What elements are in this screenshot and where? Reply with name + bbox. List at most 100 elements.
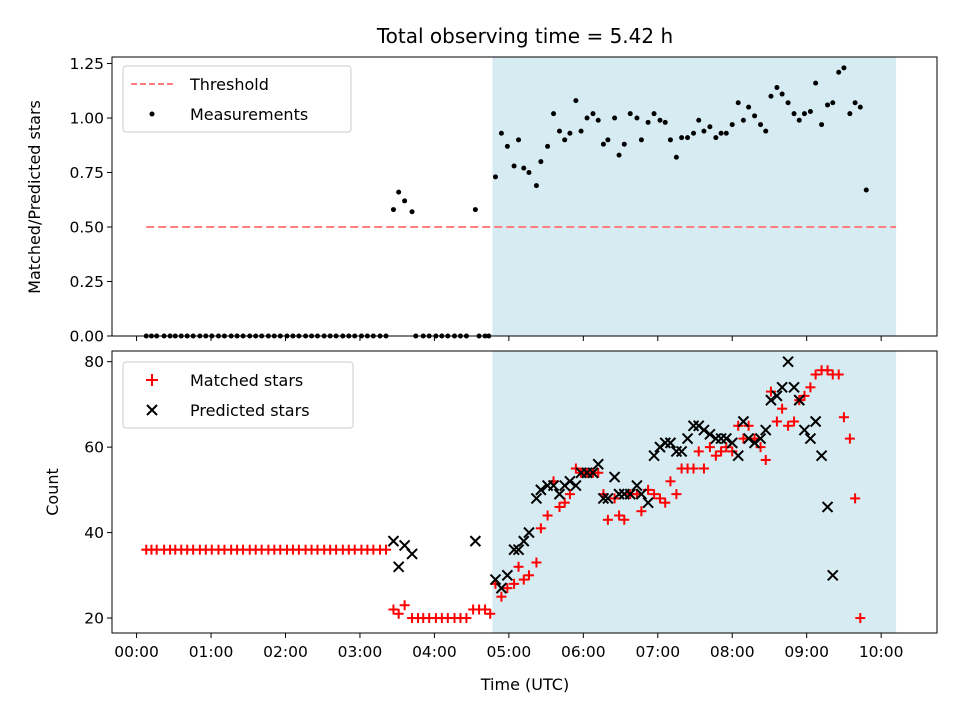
measurement-point — [768, 93, 774, 99]
measurement-point — [836, 69, 842, 75]
predicted-star-point — [726, 437, 738, 449]
predicted-star-point — [564, 475, 576, 488]
matched-star-point — [649, 489, 660, 500]
measurement-point — [696, 117, 702, 123]
matched-star-point — [660, 497, 671, 508]
measurement-point — [718, 130, 724, 136]
x-tick-label: 06:00 — [561, 643, 606, 661]
predicted-star-point — [508, 543, 520, 556]
count-y-tick-label: 80 — [84, 353, 104, 371]
predicted-star-point — [635, 488, 648, 500]
matched-star-point — [755, 442, 766, 453]
matched-star-point — [554, 501, 565, 512]
count-panel-highlight — [492, 351, 897, 633]
measurement-point — [595, 117, 601, 123]
measurement-point — [402, 198, 408, 204]
matched-star-point — [693, 446, 704, 457]
ratio-y-tick-label: 0.25 — [69, 273, 104, 291]
measurement-point — [662, 119, 668, 125]
count-y-tick-label: 40 — [84, 524, 104, 542]
predicted-star-point — [602, 492, 614, 505]
ratio-y-tick-label: 1.25 — [69, 55, 104, 73]
matched-star-point — [721, 442, 732, 453]
predicted-star-point — [642, 496, 654, 509]
x-axis-label: Time (UTC) — [480, 675, 569, 694]
matched-star-point — [480, 604, 491, 615]
predicted-star-point — [821, 501, 834, 513]
x-tick-label: 08:00 — [710, 643, 755, 661]
predicted-star-point — [748, 437, 761, 449]
predicted-star-point — [501, 569, 514, 582]
matched-star-point — [614, 510, 625, 521]
measurement-point — [667, 137, 673, 143]
matched-star-point — [710, 450, 721, 461]
matched-star-point — [564, 489, 575, 500]
measurement-point — [621, 141, 627, 147]
chart-title: Total observing time = 5.42 h — [376, 24, 673, 48]
measurement-point — [774, 85, 780, 91]
count-y-axis-label: Count — [43, 468, 62, 516]
measurement-point — [729, 122, 735, 128]
predicted-star-point — [553, 488, 566, 500]
matched-star-point — [559, 497, 570, 508]
measurement-point — [841, 65, 847, 71]
predicted-star-point — [798, 424, 811, 436]
measurement-point — [409, 209, 415, 215]
measurement-point — [605, 137, 611, 143]
ratio-legend: Threshold Measurements — [122, 65, 352, 133]
predicted-star-point — [765, 394, 777, 406]
measurement-point — [701, 128, 707, 134]
matched-star-point — [688, 463, 699, 474]
matched-star-point — [509, 578, 520, 589]
predicted-star-point — [715, 432, 727, 445]
matched-star-point — [399, 600, 410, 611]
matched-star-point — [388, 604, 399, 615]
count-y-tick-label: 60 — [84, 439, 104, 457]
matched-star-point — [765, 386, 776, 397]
matched-star-point — [833, 369, 844, 380]
measurement-point — [616, 152, 622, 158]
measurement-point — [533, 183, 539, 189]
matched-star-point — [485, 608, 496, 619]
measurement-point — [573, 98, 579, 104]
measurement-point — [679, 135, 685, 141]
measurement-point — [685, 135, 691, 141]
measurement-point — [796, 117, 802, 123]
measurement-point — [740, 117, 746, 123]
predicted-star-point — [570, 479, 582, 492]
matched-star-point — [727, 446, 738, 457]
ratio-panel: 0.00 0.25 0.50 0.75 1.00 1.25 Matched/Predict… — [25, 55, 938, 346]
matched-star-point — [760, 454, 771, 465]
measurement-point — [857, 104, 863, 110]
measurement-point — [763, 128, 769, 134]
matched-star-point — [461, 613, 472, 624]
measurement-point — [801, 111, 807, 117]
predicted-star-point — [754, 432, 767, 445]
predicted-star-point — [782, 355, 794, 368]
measurement-point — [807, 108, 813, 114]
ratio-legend-box — [122, 65, 352, 133]
measurement-point — [521, 165, 527, 171]
measurement-point — [390, 207, 396, 213]
measurement-point — [638, 137, 644, 143]
measurement-point — [584, 115, 590, 121]
matched-star-point — [777, 403, 788, 414]
measurement-point — [746, 104, 752, 110]
ratio-y-tick-label: 0.50 — [69, 219, 104, 237]
predicted-star-point — [737, 415, 750, 428]
measurement-point — [634, 115, 640, 121]
measurement-point — [562, 137, 568, 143]
predicted-star-point — [631, 479, 643, 492]
matched-star-point — [542, 510, 553, 521]
predicted-legend-label: Predicted stars — [190, 401, 310, 420]
measurements-legend-swatch — [149, 111, 155, 117]
x-tick-label: 10:00 — [859, 643, 904, 661]
measurement-point — [735, 100, 741, 106]
measurement-point — [723, 130, 729, 136]
predicted-star-point — [489, 573, 502, 586]
predicted-star-point — [720, 432, 732, 445]
matched-star-point — [619, 514, 630, 525]
measurement-point — [645, 119, 651, 125]
predicted-star-point — [687, 420, 700, 432]
